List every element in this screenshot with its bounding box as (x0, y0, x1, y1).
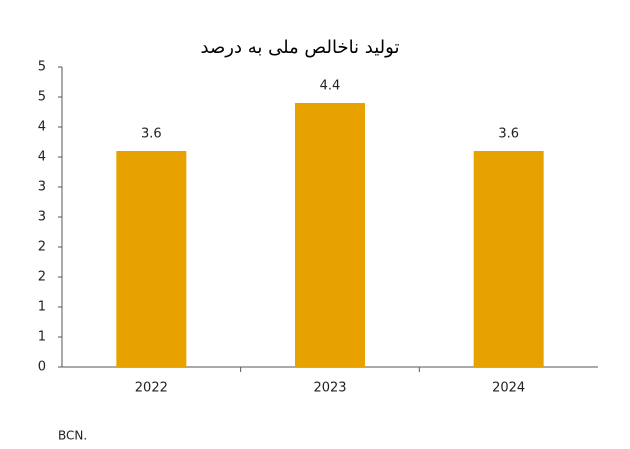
chart-title: تولید ناخالص ملی به درصد (201, 37, 400, 58)
y-tick-label: 2 (38, 240, 46, 255)
x-tick-label: 2024 (492, 381, 525, 396)
y-tick-label: 1 (38, 300, 46, 315)
x-tick-label: 2023 (313, 381, 346, 396)
bar (473, 151, 544, 367)
y-tick-label: 0 (38, 360, 46, 375)
source-note: BCN. (58, 429, 87, 443)
bar (295, 103, 365, 367)
bar (116, 151, 187, 367)
y-tick-label: 3 (38, 180, 46, 195)
y-tick-label: 2 (38, 270, 46, 285)
data-label: 3.6 (141, 127, 162, 142)
data-label: 4.4 (320, 79, 341, 94)
data-label: 3.6 (498, 127, 519, 142)
y-tick-label: 3 (38, 210, 46, 225)
x-tick-label: 2022 (135, 381, 168, 396)
y-tick-label: 5 (38, 60, 46, 75)
y-tick-label: 4 (38, 120, 46, 135)
y-tick-label: 1 (38, 330, 46, 345)
y-tick-label: 4 (38, 150, 46, 165)
y-tick-label: 5 (38, 90, 46, 105)
